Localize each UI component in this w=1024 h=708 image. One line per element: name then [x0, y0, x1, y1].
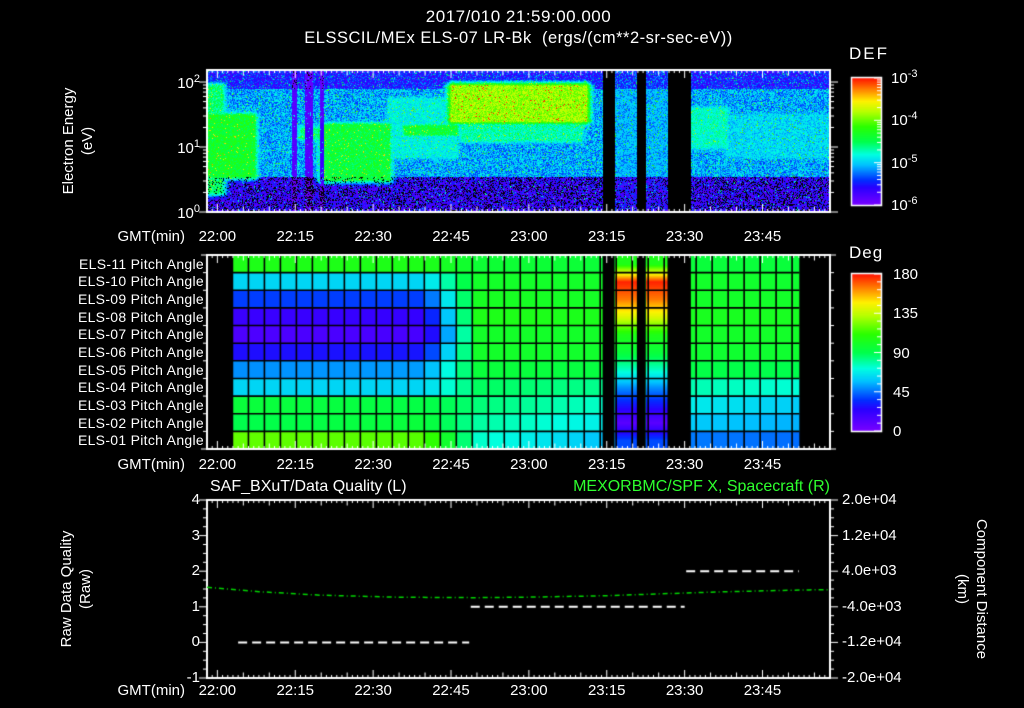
quality-distance-plot [197, 490, 840, 688]
def-colorbar-tick-label: 10-6 [891, 195, 918, 214]
def-colorbar [849, 75, 891, 210]
distance-axis-label-line1: Component Distance [973, 518, 990, 660]
time-tick-label: 22:30 [354, 682, 392, 699]
energy-tick-label: 101 [177, 138, 200, 157]
quality-axis-label-line2: (Raw) [77, 569, 94, 609]
time-tick-label: 22:00 [198, 682, 237, 699]
deg-colorbar-tick-label: 45 [893, 383, 910, 401]
deg-colorbar-tick-label: 180 [893, 266, 919, 283]
deg-colorbar-tick-label: 90 [893, 344, 910, 362]
time-tick-label: 23:30 [665, 456, 704, 473]
quality-tick-label: -1 [186, 669, 200, 686]
pitch-row-label: ELS-07 Pitch Angle [77, 326, 204, 343]
deg-colorbar-title: Deg [849, 243, 884, 262]
def-colorbar-title: DEF [849, 44, 889, 63]
gmt-label-panel2: GMT(min) [117, 456, 186, 473]
quality-tick-label: 0 [191, 633, 200, 651]
time-tick-label: 22:00 [198, 228, 237, 245]
time-tick-label: 23:00 [510, 682, 548, 699]
pitch-angle-heatmap [197, 245, 840, 459]
pitch-row-label: ELS-06 Pitch Angle [77, 344, 204, 360]
deg-colorbar-tick-label: 135 [893, 305, 919, 323]
energy-axis-label-line1: Electron Energy [60, 87, 77, 195]
def-colorbar-tick-label: 10-4 [891, 110, 918, 130]
time-tick-label: 23:15 [587, 682, 626, 699]
def-colorbar-tick-label: 10-3 [891, 68, 918, 87]
time-tick-label: 23:30 [665, 682, 704, 699]
quality-tick-label: 2 [191, 562, 200, 580]
distance-axis-label-line2: (km) [954, 573, 971, 604]
time-tick-label: 22:15 [276, 682, 315, 699]
time-tick-label: 22:45 [432, 682, 470, 699]
time-tick-label: 22:30 [354, 228, 392, 245]
dataset-title: ELSSCIL/MEx ELS-07 LR-Bk (ergs/(cm**2-sr… [304, 29, 733, 47]
energy-tick-label: 100 [177, 203, 200, 222]
gmt-label-panel3: GMT(min) [117, 682, 186, 699]
pitch-row-label: ELS-10 Pitch Angle [77, 273, 204, 290]
time-tick-label: 22:15 [276, 228, 315, 245]
def-colorbar-tick-label: 10-5 [891, 152, 918, 172]
quality-axis-label-line1: Raw Data Quality [58, 530, 75, 648]
electron-energy-spectrogram [197, 60, 840, 222]
quality-title-left: SAF_BXuT/Data Quality (L) [210, 478, 407, 495]
time-tick-label: 22:45 [432, 228, 470, 245]
time-tick-label: 23:15 [587, 456, 626, 473]
quality-title-right: MEXORBMC/SPF X, Spacecraft (R) [573, 478, 830, 495]
distance-tick-label: 1.2e+04 [842, 526, 897, 544]
time-tick-label: 23:00 [510, 456, 548, 473]
time-tick-label: 22:00 [198, 456, 237, 473]
pitch-row-label: ELS-03 Pitch Angle [77, 396, 204, 413]
pitch-row-label: ELS-09 Pitch Angle [77, 291, 204, 308]
time-tick-label: 23:15 [587, 228, 626, 245]
distance-tick-label: -1.2e+04 [842, 633, 902, 651]
deg-colorbar [849, 271, 891, 436]
time-tick-label: 22:15 [276, 456, 315, 473]
quality-tick-label: 1 [191, 597, 200, 615]
gmt-label-panel1: GMT(min) [117, 228, 186, 245]
distance-tick-label: -4.0e+03 [842, 597, 902, 615]
pitch-row-label: ELS-05 Pitch Angle [77, 361, 204, 378]
pitch-row-label: ELS-02 Pitch Angle [77, 414, 204, 431]
time-tick-label: 23:45 [743, 456, 782, 473]
energy-axis-label-line2: (eV) [79, 126, 96, 156]
time-tick-label: 23:45 [743, 228, 782, 245]
distance-axis-label: Component Distance (km) [953, 519, 991, 659]
timestamp-title: 2017/010 21:59:00.000 [425, 7, 612, 26]
deg-colorbar-tick-label: 0 [893, 423, 902, 440]
quality-tick-label: 4 [191, 491, 200, 508]
pitch-row-label: ELS-08 Pitch Angle [77, 308, 204, 325]
energy-tick-label: 102 [177, 73, 200, 93]
time-tick-label: 23:00 [510, 228, 548, 245]
pitch-row-label: ELS-11 Pitch Angle [79, 255, 204, 272]
time-tick-label: 23:30 [665, 228, 704, 245]
quality-axis-label: Raw Data Quality (Raw) [57, 531, 95, 648]
distance-tick-label: -2.0e+04 [842, 669, 902, 686]
distance-tick-label: 4.0e+03 [842, 562, 897, 580]
quality-tick-label: 3 [191, 526, 200, 544]
energy-axis-label: Electron Energy (eV) [59, 88, 97, 195]
time-tick-label: 22:45 [432, 456, 470, 473]
pitch-row-label: ELS-04 Pitch Angle [77, 379, 204, 396]
distance-tick-label: 2.0e+04 [842, 491, 897, 508]
time-tick-label: 23:45 [743, 682, 782, 699]
pitch-row-label: ELS-01 Pitch Angle [77, 432, 204, 449]
time-tick-label: 22:30 [354, 456, 392, 473]
